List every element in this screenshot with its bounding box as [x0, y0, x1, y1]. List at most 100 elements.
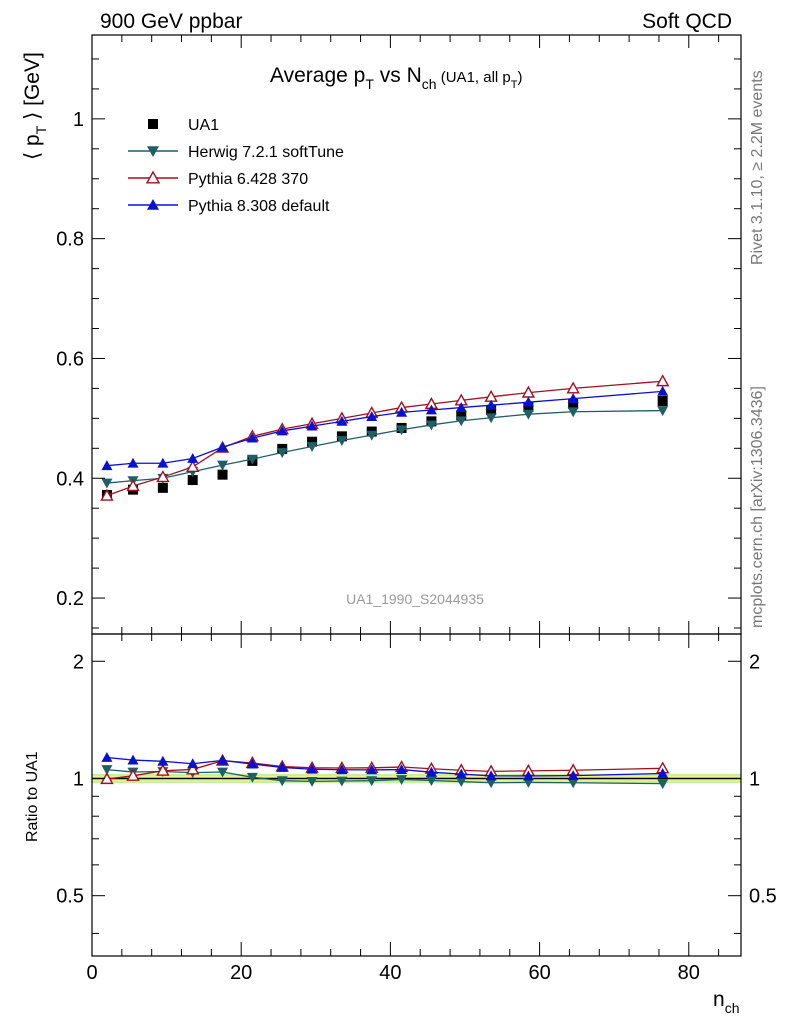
- ratio-ytick-label: 0.5: [56, 886, 84, 908]
- point-pythia6: [566, 381, 580, 394]
- point-pythia8: [157, 457, 169, 468]
- legend: UA1 Herwig 7.2.1 softTune Pythia 6.428 370…: [128, 117, 344, 215]
- point-herwig: [396, 425, 408, 436]
- point-data: [157, 482, 168, 493]
- series-herwig: [101, 406, 669, 489]
- xtick-label: 80: [678, 962, 700, 984]
- legend-entry-data: UA1: [148, 117, 219, 134]
- point-pythia6: [100, 488, 114, 501]
- ratio-point-pythia8: [217, 754, 229, 765]
- main-ytick-label: 0.4: [56, 468, 84, 490]
- title-sub-3: T: [511, 79, 518, 91]
- watermark: UA1_1990_S2044935: [346, 591, 484, 607]
- point-pythia8: [366, 411, 378, 421]
- point-data: [187, 475, 198, 486]
- xtick-label: 0: [86, 962, 97, 984]
- point-data: [568, 398, 579, 409]
- ratio-point-pythia8: [455, 768, 467, 779]
- point-herwig: [246, 454, 258, 465]
- ratio-point-pythia8: [276, 762, 288, 772]
- legend-label: Herwig 7.2.1 softTune: [188, 144, 344, 161]
- point-herwig: [522, 409, 534, 420]
- ratio-point-pythia8: [306, 763, 318, 774]
- legend-marker: [148, 119, 158, 129]
- ratio-point-pythia8: [657, 767, 669, 778]
- point-pythia8: [101, 460, 113, 471]
- series-pythia6: [100, 374, 670, 501]
- point-pythia8: [217, 441, 229, 452]
- ratio-point-pythia6: [126, 768, 140, 781]
- xtick-label: 40: [379, 962, 401, 984]
- main-title: Average pT vs Nch (UA1, all pT): [270, 64, 523, 92]
- ratio-point-herwig: [657, 779, 669, 790]
- title-part-3: (UA1, all p: [437, 69, 511, 86]
- xtick-label: 60: [528, 962, 550, 984]
- ratio-point-pythia8: [127, 754, 139, 765]
- point-pythia8: [455, 402, 467, 412]
- legend-label: Pythia 8.308 default: [188, 198, 330, 215]
- point-herwig: [101, 478, 113, 489]
- point-herwig: [276, 448, 288, 459]
- point-herwig: [217, 460, 229, 471]
- point-data: [486, 404, 497, 415]
- legend-entry-herwig: Herwig 7.2.1 softTune: [128, 144, 344, 161]
- point-pythia8: [246, 432, 258, 443]
- point-pythia6: [126, 479, 140, 492]
- main-ytick-label: 0.8: [56, 229, 84, 251]
- point-pythia6: [655, 374, 670, 387]
- point-pythia8: [396, 406, 408, 417]
- ratio-ytick-label-right: 2: [749, 651, 760, 673]
- point-herwig: [455, 416, 467, 427]
- series-pythia8: [101, 385, 669, 471]
- point-pythia8: [127, 457, 139, 468]
- title-part-1: Average p: [270, 64, 365, 87]
- ylabel-post: ⟩ [GeV]: [21, 52, 44, 126]
- title-part-4: ): [518, 69, 523, 86]
- point-herwig: [306, 442, 318, 453]
- ratio-point-herwig: [276, 776, 288, 787]
- ratio-band: [92, 773, 741, 784]
- header-left: 900 GeV ppbar: [100, 10, 242, 33]
- legend-label: UA1: [188, 117, 219, 134]
- point-data: [217, 469, 228, 480]
- ratio-point-pythia6: [186, 762, 200, 775]
- ratio-point-herwig: [306, 776, 318, 787]
- main-ylabel: ⟨ pT ⟩ [GeV]: [21, 52, 49, 160]
- legend-label: Pythia 6.428 370: [188, 171, 308, 188]
- point-pythia8: [522, 396, 534, 407]
- ratio-point-herwig: [567, 778, 579, 789]
- point-pythia8: [567, 393, 579, 403]
- ratio-point-pythia8: [567, 770, 579, 781]
- point-pythia8: [485, 399, 497, 410]
- point-herwig: [485, 413, 497, 424]
- ratio-point-herwig: [522, 778, 534, 788]
- point-herwig: [336, 436, 348, 447]
- ratio-point-pythia8: [425, 766, 437, 777]
- ratio-ytick-label-right: 0.5: [749, 886, 777, 908]
- ylabel-sub: T: [33, 125, 49, 134]
- point-pythia8: [336, 415, 348, 426]
- point-herwig: [366, 430, 378, 441]
- point-data: [523, 401, 534, 412]
- ratio-series: [100, 752, 670, 790]
- ratio-point-herwig: [366, 776, 378, 787]
- main-series: [100, 374, 670, 501]
- legend-marker: [145, 170, 161, 184]
- ratio-point-herwig: [246, 772, 258, 783]
- point-herwig: [657, 406, 669, 417]
- header-right: Soft QCD: [642, 10, 732, 33]
- ratio-point-herwig: [217, 767, 229, 778]
- legend-marker: [147, 199, 159, 210]
- ratio-axes: 0.5 0.51 12 20 20 40 60 80: [56, 634, 777, 984]
- point-pythia8: [187, 452, 199, 463]
- xlabel-sub: ch: [725, 1000, 740, 1016]
- title-sub-1: T: [365, 76, 374, 92]
- ratio-point-pythia8: [522, 770, 534, 781]
- ratio-point-pythia8: [396, 764, 408, 774]
- point-pythia8: [657, 385, 669, 396]
- ratio-point-herwig: [396, 775, 408, 785]
- ratio-panel: 0.5 0.51 12 20 20 40 60 80 Ratio to UA1 nch: [24, 633, 777, 1016]
- legend-marker: [147, 146, 159, 157]
- ratio-point-pythia8: [246, 758, 258, 769]
